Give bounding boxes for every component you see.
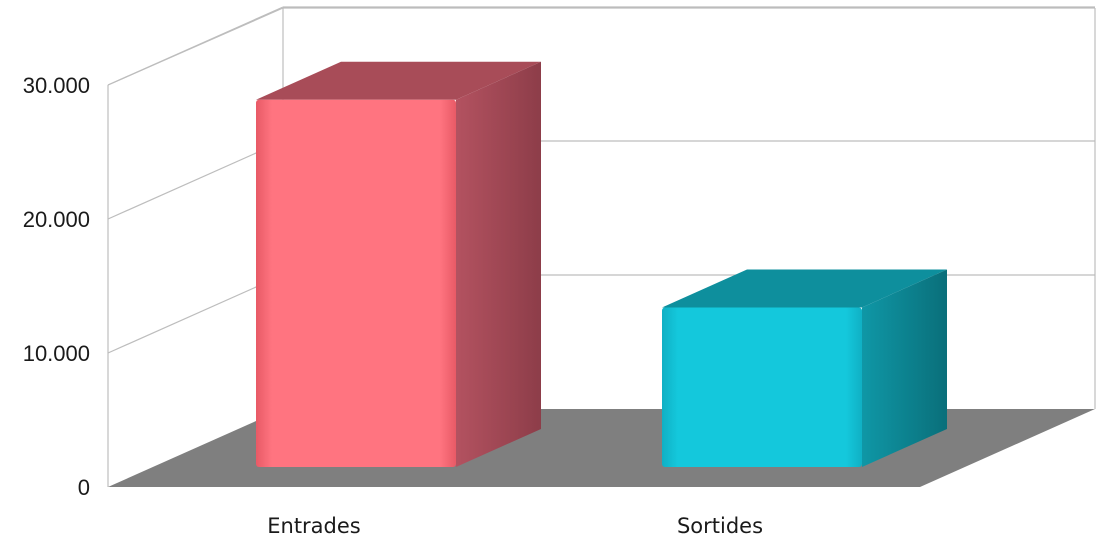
bar-sortides [662, 269, 947, 467]
y-tick-label: 30.000 [23, 73, 90, 98]
bar-entrades [256, 61, 541, 468]
gridline-side [107, 6, 284, 86]
bar-side-face [456, 61, 541, 468]
bar-front-face [256, 99, 456, 468]
x-category-label: Sortides [677, 514, 763, 538]
x-category-label: Entrades [267, 514, 361, 538]
bar-side-face [862, 269, 947, 467]
y-tick-label: 20.000 [23, 207, 90, 232]
bar-top-face [662, 269, 947, 308]
bar-front-face [662, 307, 862, 467]
y-tick-label: 0 [78, 475, 90, 500]
bar-top-face [256, 61, 541, 100]
gridline-side [107, 274, 284, 354]
y-tick-label: 10.000 [23, 341, 90, 366]
gridline-side [107, 140, 284, 220]
